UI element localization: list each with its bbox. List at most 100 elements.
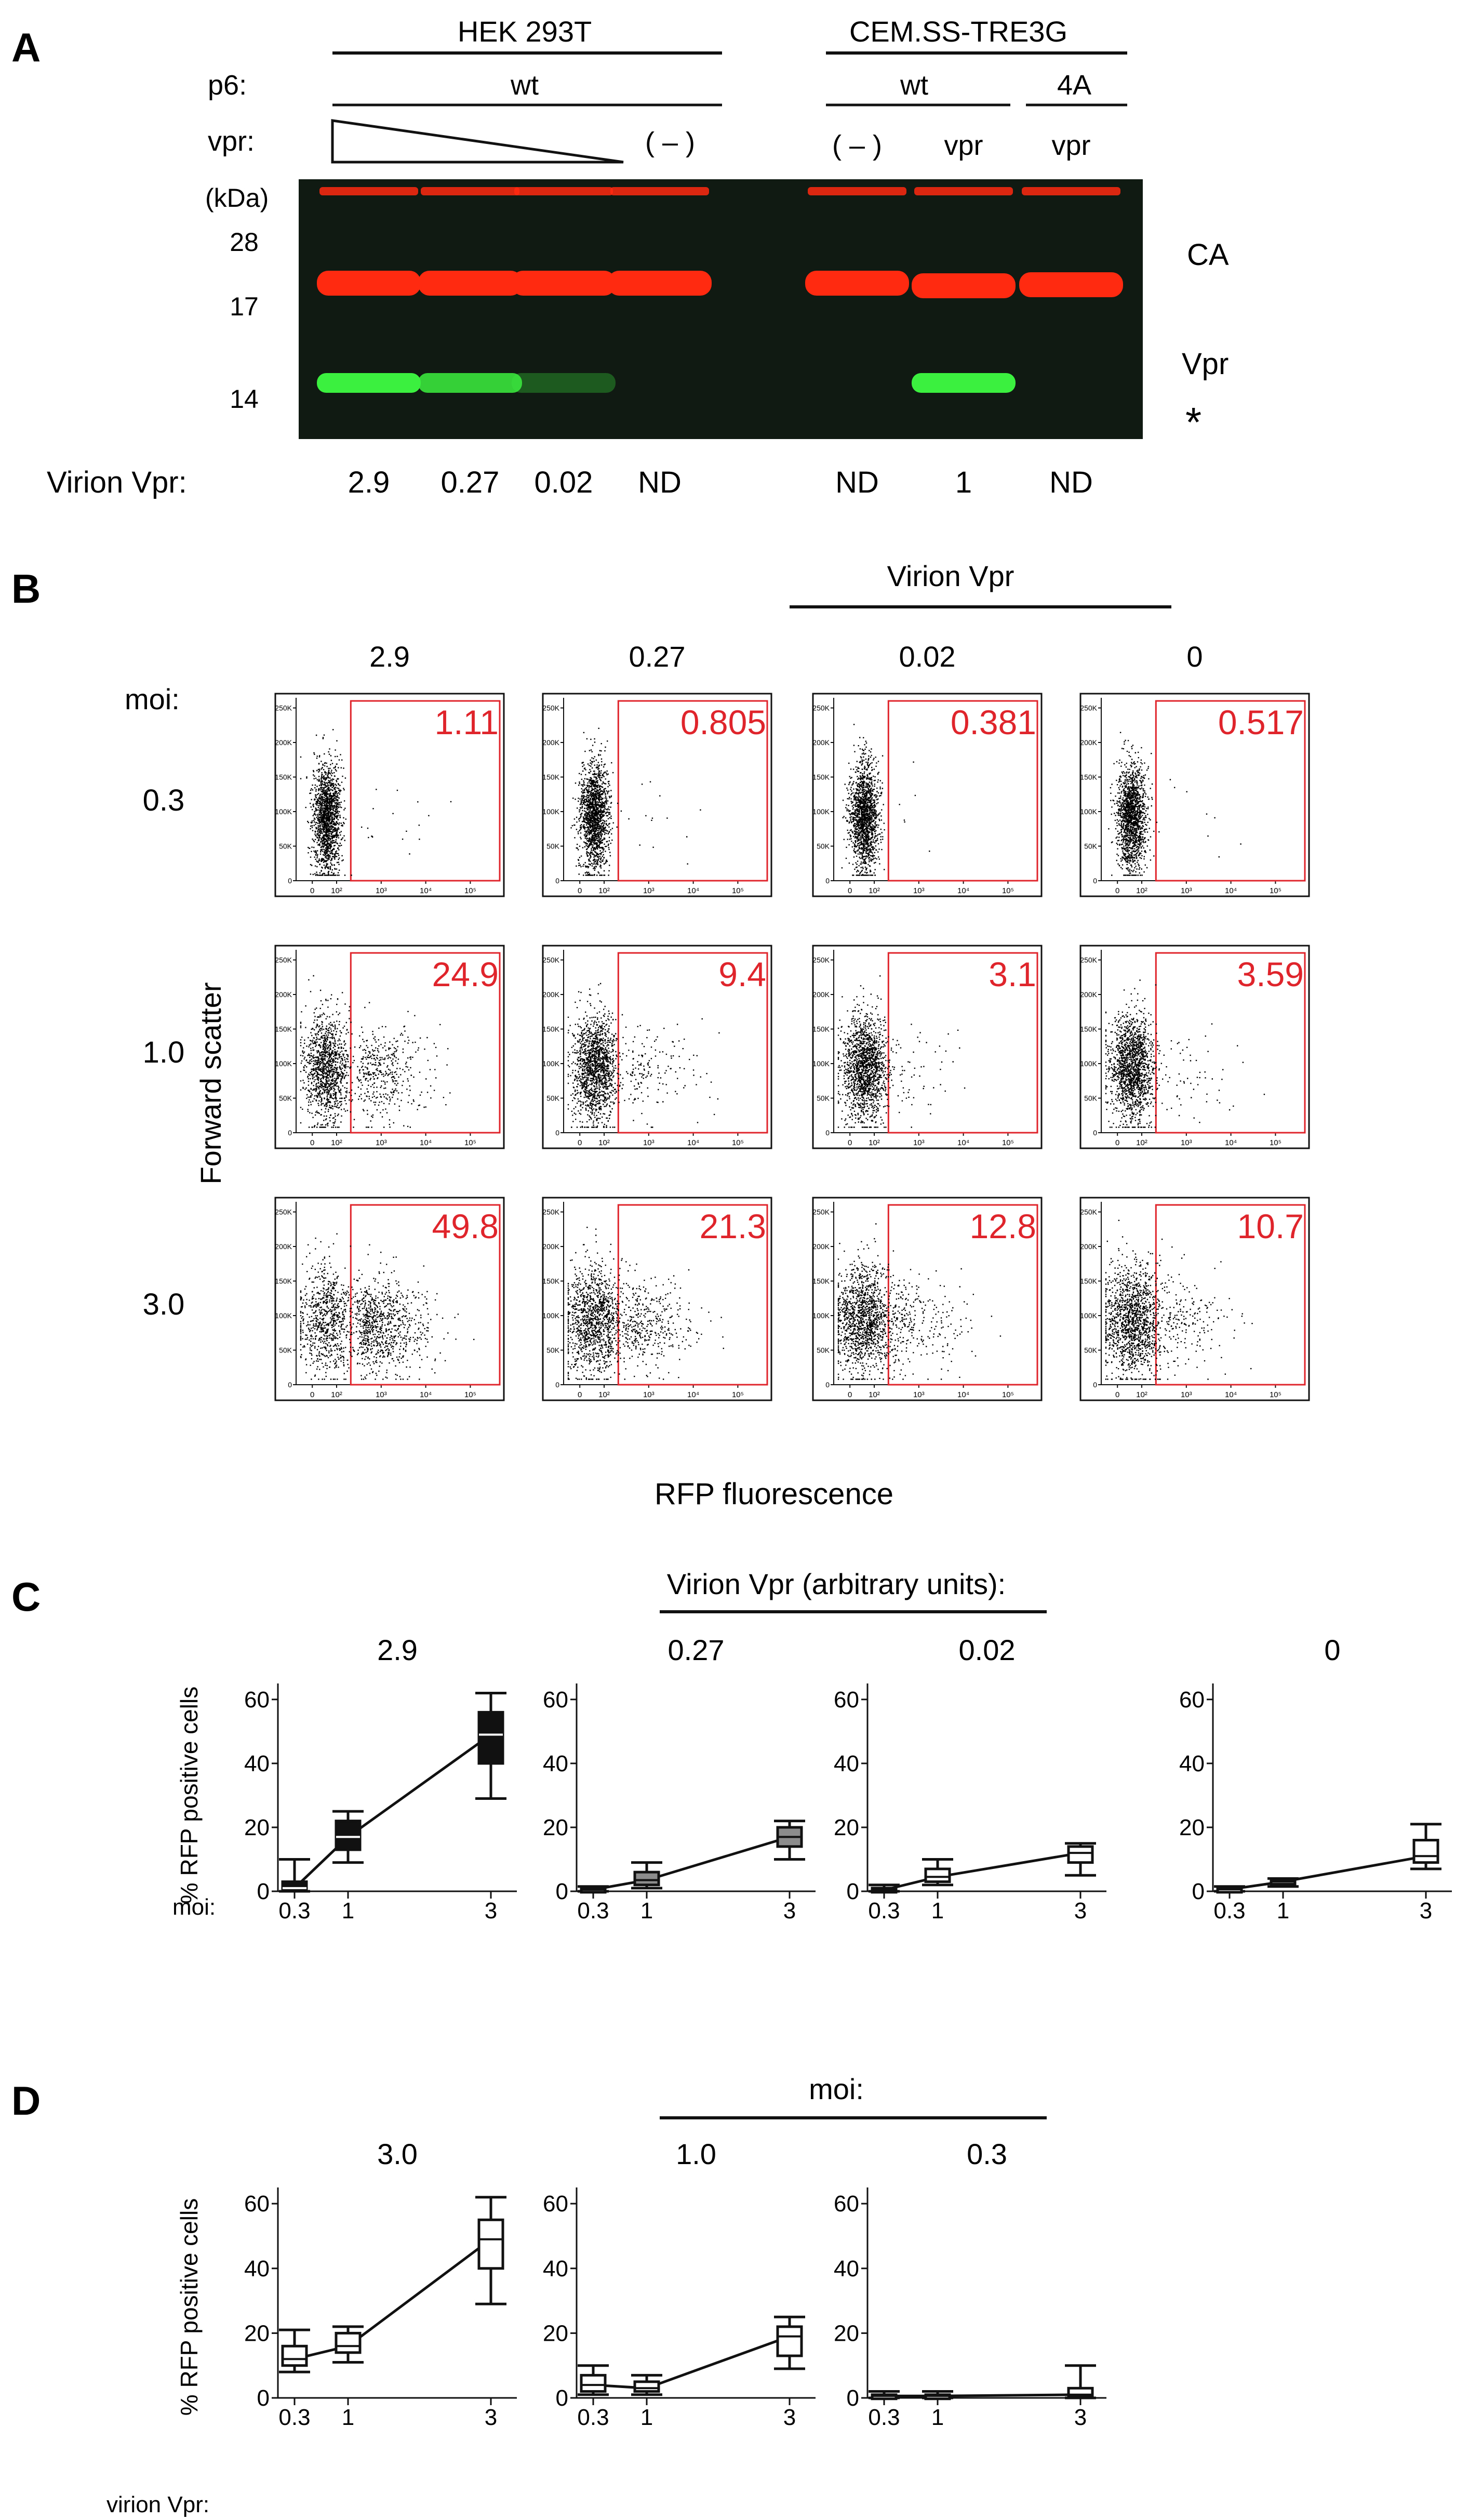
facs-xtick-label: 10² — [598, 1390, 610, 1399]
facs-ytick-label: 100K — [812, 807, 830, 816]
box-0.3 — [869, 1884, 900, 1894]
facs-xtick-label: 10³ — [643, 1390, 655, 1399]
vpr-gradient-wedge — [331, 119, 624, 164]
facs-xtick-label: 0 — [578, 1390, 582, 1399]
facs-ytick-label: 0 — [825, 877, 830, 885]
facs-xtick-label: 0 — [310, 886, 314, 895]
panel-c: C Virion Vpr (arbitrary units): % RFP po… — [11, 1568, 1452, 1924]
iqr-box — [580, 2373, 607, 2393]
box-ytick-label: 40 — [543, 1751, 568, 1776]
facs-ytick-label: 200K — [275, 1242, 292, 1251]
box-xtick-label: 0.3 — [868, 1898, 900, 1924]
facs-ytick-label: 50K — [817, 1346, 830, 1355]
c-moi-label: moi: — [172, 1894, 216, 1920]
box-xtick-label: 3 — [1074, 1898, 1087, 1924]
facs-plots: 0 50K 100K 150K 200K 250K 0 10² 10³ 10⁴ 10⁵ 1.11 0 50… — [274, 693, 1310, 1401]
median-line — [884, 2393, 1081, 2397]
facs-xtick-label: 10⁴ — [687, 886, 699, 895]
facs-ytick-label: 250K — [1080, 956, 1097, 964]
top-band-2 — [421, 187, 519, 195]
box-1 — [332, 1810, 364, 1864]
facs-xtick-label: 10³ — [643, 886, 655, 895]
box-0.3 — [578, 1885, 609, 1894]
facs-xtick-label: 10⁴ — [1225, 1138, 1237, 1147]
box-ytick-label: 0 — [847, 2385, 859, 2411]
facs-ytick-label: 0 — [1093, 1381, 1097, 1389]
box-xtick-label: 0.3 — [1213, 1898, 1245, 1924]
facs-ytick-label: 100K — [542, 1059, 559, 1068]
facs-frame — [274, 693, 505, 897]
facs-gate — [887, 1204, 1038, 1386]
facs-ytick-label: 50K — [546, 842, 560, 851]
virion-vpr-value-6: 1 — [955, 466, 972, 499]
panel-letter-a: A — [11, 24, 41, 70]
facs-xtick-label: 10⁴ — [957, 1390, 969, 1399]
facs-gate-percent: 0.381 — [951, 703, 1036, 741]
virion-vpr-value-3: 0.02 — [535, 466, 593, 499]
median-line — [294, 2238, 492, 2360]
facs-xtick-label: 10⁴ — [1225, 1390, 1237, 1399]
box-xtick-label: 1 — [342, 2405, 354, 2430]
facs-ytick-label: 50K — [279, 1346, 292, 1355]
box-chart-1: 2.9 0 20 40 60 0.3 1 3 — [244, 1634, 517, 1924]
ca-band-4 — [608, 271, 712, 296]
facs-xtick-label: 10² — [331, 1138, 342, 1147]
facs-plot-r2-c1: 0 50K 100K 150K 200K 250K 0 10² 10³ 10⁴ 10⁵ 24.9 — [274, 945, 505, 1149]
facs-ytick-label: 150K — [812, 1277, 830, 1285]
facs-ytick-label: 0 — [555, 1381, 559, 1389]
box-ytick-label: 20 — [543, 2320, 568, 2346]
facs-xtick-label: 10⁵ — [464, 1138, 476, 1147]
ca-band-3 — [512, 271, 616, 296]
p6-hek-wt: wt — [510, 70, 539, 101]
box-xtick-label: 0.3 — [577, 2405, 609, 2430]
facs-xtick-label: 10² — [1136, 1138, 1147, 1147]
box-ytick-label: 60 — [834, 1687, 859, 1713]
d-virion-vpr-label: virion Vpr: — [106, 2492, 209, 2517]
facs-gate — [1155, 1204, 1306, 1386]
box-chart-title: 0 — [1324, 1634, 1340, 1666]
iqr-box — [924, 1867, 951, 1884]
facs-ytick-label: 150K — [542, 1277, 559, 1285]
facs-plot-r3-c3: 0 50K 100K 150K 200K 250K 0 10² 10³ 10⁴ 10⁵ 12.8 — [812, 1197, 1043, 1401]
box-ytick-label: 20 — [1179, 1815, 1205, 1840]
median-line — [593, 1836, 790, 1891]
box-xtick-label: 3 — [783, 2405, 796, 2430]
box-chart-7: 0.3 0 20 40 60 0.3 1 3 — [834, 2138, 1106, 2430]
facs-ytick-label: 250K — [1080, 1208, 1097, 1216]
facs-xtick-label: 10² — [869, 1138, 880, 1147]
facs-gate — [350, 700, 501, 882]
facs-xtick-label: 10⁴ — [1225, 886, 1237, 895]
box-xtick-label: 1 — [342, 1898, 354, 1924]
vpr-band-1 — [317, 373, 421, 393]
facs-ytick-label: 100K — [542, 1311, 559, 1320]
facs-xtick-label: 0 — [1115, 1390, 1119, 1399]
virion-vpr-values: 2.9 0.27 0.02 ND ND 1 ND — [348, 466, 1093, 499]
facs-ytick-label: 250K — [812, 1208, 830, 1216]
iqr-box — [335, 1820, 362, 1851]
facs-gate — [617, 952, 768, 1134]
vpr-hek-minus: ( – ) — [645, 127, 695, 158]
facs-ytick-label: 150K — [812, 1025, 830, 1033]
box-1 — [631, 2373, 662, 2396]
box-xtick-label: 3 — [1420, 1898, 1432, 1924]
panel-letter-c: C — [11, 1574, 41, 1620]
facs-plot-r3-c4: 0 50K 100K 150K 200K 250K 0 10² 10³ 10⁴ 10⁵ 10.7 — [1079, 1197, 1310, 1401]
c-header: Virion Vpr (arbitrary units): — [667, 1568, 1006, 1600]
box-ytick-label: 20 — [244, 1815, 270, 1840]
facs-events — [570, 727, 701, 876]
box-ytick-label: 40 — [244, 2256, 270, 2282]
p6-row-label: p6: — [208, 70, 247, 101]
box-xtick-label: 3 — [485, 1898, 497, 1924]
marker-17: 17 — [230, 292, 259, 321]
facs-xtick-label: 10² — [869, 1390, 880, 1399]
box-3 — [774, 1820, 805, 1861]
iqr-box — [1412, 1839, 1439, 1864]
b-xlabel: RFP fluorescence — [655, 1477, 893, 1511]
facs-gate-percent: 49.8 — [432, 1207, 499, 1245]
facs-xtick-label: 10² — [598, 1138, 610, 1147]
facs-events — [1105, 979, 1265, 1128]
top-band-1 — [319, 187, 418, 195]
iqr-box — [477, 1710, 504, 1765]
facs-xtick-label: 10² — [869, 886, 880, 895]
